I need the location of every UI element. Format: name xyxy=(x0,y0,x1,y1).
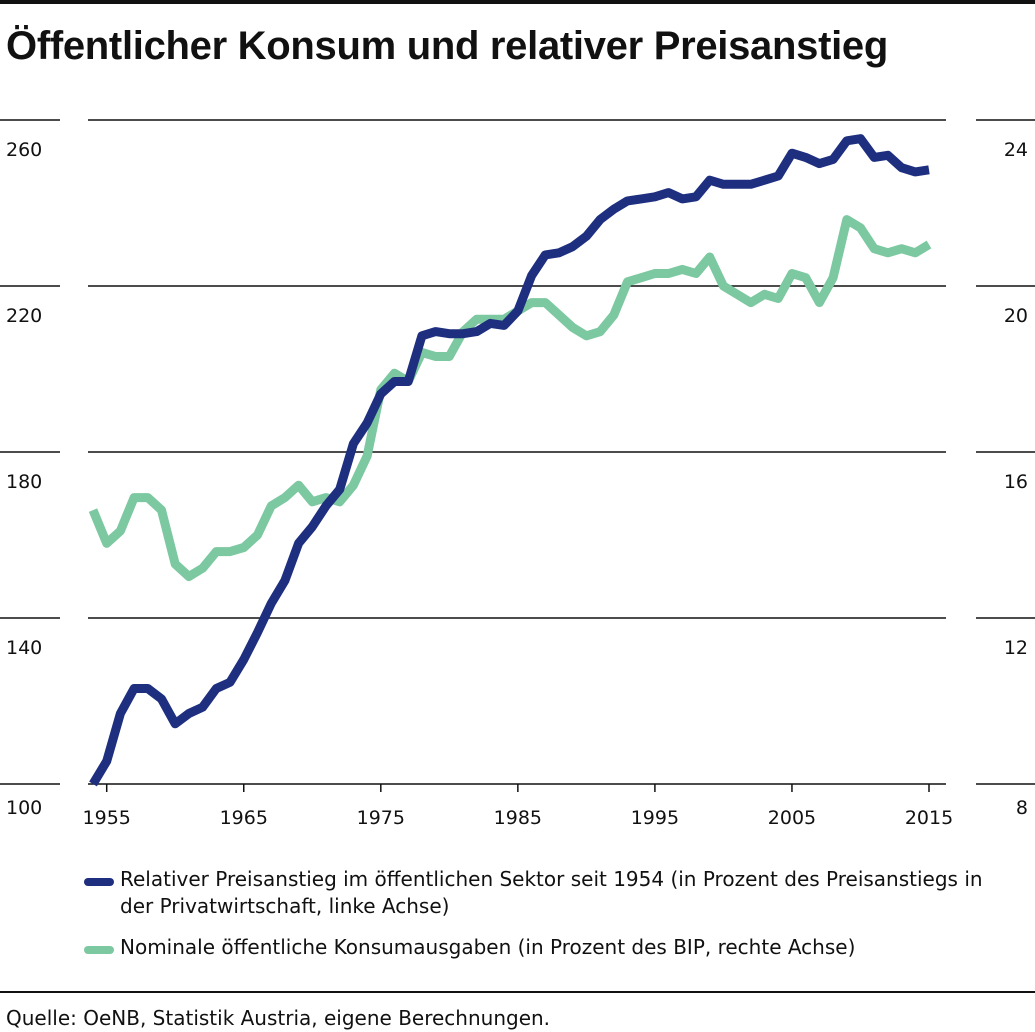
right-tick-label: 24 xyxy=(1004,139,1028,161)
x-tick-label: 1985 xyxy=(494,807,542,829)
bottom-rule xyxy=(0,991,1035,993)
legend: Relativer Preisanstieg im öffentlichen S… xyxy=(84,866,984,975)
x-tick-label: 1955 xyxy=(83,807,131,829)
legend-swatch-konsumausgaben xyxy=(84,946,114,954)
left-tick-label: 220 xyxy=(6,305,42,327)
source-note: Quelle: OeNB, Statistik Austria, eigene … xyxy=(6,1006,551,1030)
right-axis-ticks: 8 12 16 20 24 xyxy=(1004,139,1028,819)
top-rule xyxy=(0,0,1035,4)
left-tick-label: 100 xyxy=(6,797,42,819)
left-tick-label: 180 xyxy=(6,471,42,493)
x-tick-label: 1965 xyxy=(220,807,268,829)
right-tick-label: 8 xyxy=(1016,797,1028,819)
left-tick-label: 260 xyxy=(6,139,42,161)
legend-item-konsumausgaben: Nominale öffentliche Konsumausgaben (in … xyxy=(84,934,984,961)
series-line-preisanstieg xyxy=(89,134,930,787)
legend-item-preisanstieg: Relativer Preisanstieg im öffentlichen S… xyxy=(84,866,984,920)
chart-title: Öffentlicher Konsum und relativer Preisa… xyxy=(6,24,888,68)
x-tick-label: 1995 xyxy=(631,807,679,829)
left-tick-label: 140 xyxy=(6,637,42,659)
right-tick-label: 12 xyxy=(1004,637,1028,659)
series-line-konsumausgaben xyxy=(88,215,932,581)
right-tick-label: 20 xyxy=(1004,305,1028,327)
grid-lines xyxy=(0,119,1035,785)
x-tick-label: 1975 xyxy=(357,807,405,829)
legend-swatch-preisanstieg xyxy=(84,878,114,886)
left-axis-ticks: 100 140 180 220 260 xyxy=(6,139,42,819)
x-axis-ticks: 1955 1965 1975 1985 1995 2005 2015 xyxy=(83,784,953,829)
right-tick-label: 16 xyxy=(1004,471,1028,493)
legend-label-konsumausgaben: Nominale öffentliche Konsumausgaben (in … xyxy=(120,935,856,959)
legend-label-preisanstieg: Relativer Preisanstieg im öffentlichen S… xyxy=(120,867,983,918)
x-tick-label: 2005 xyxy=(768,807,816,829)
x-tick-label: 2015 xyxy=(905,807,953,829)
series-lines xyxy=(88,134,932,787)
